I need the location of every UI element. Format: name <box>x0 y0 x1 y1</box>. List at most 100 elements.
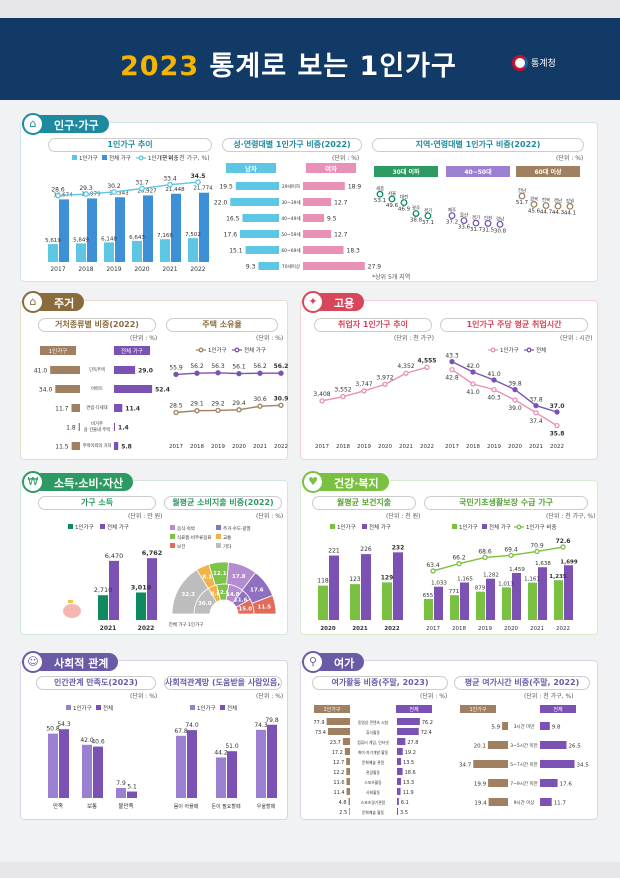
bl-year-0: 2017 <box>426 626 440 632</box>
hh-bar-all-2 <box>115 197 125 262</box>
dwell-cat-3: 비거주 <box>91 420 103 427</box>
inc-bar-all-1 <box>147 558 157 620</box>
own-pt-one-5 <box>278 402 284 408</box>
own-val-all-2: 56.3 <box>211 363 225 370</box>
rel-val-all-2: 5.1 <box>127 784 137 791</box>
age-female-bar-3 <box>303 230 332 238</box>
inc-val-one-1: 3,010 <box>131 583 152 591</box>
empl-pt-2 <box>361 388 367 394</box>
hrs-line-all <box>451 360 558 413</box>
region-name-0-4: 경기 <box>424 207 432 214</box>
hrs-pt-all-1 <box>470 369 476 375</box>
rel-bar-one-2 <box>116 787 126 798</box>
act-bar-all-0 <box>397 718 420 725</box>
age-group-5: 70세이상 <box>282 263 300 270</box>
page-title: 2023 통계로 보는 1인가구 <box>120 44 457 83</box>
hrs-pt-all-5 <box>554 409 560 415</box>
hrs-val-one-0: 42.8 <box>445 375 459 382</box>
time-unit: (단위 : 천 가구, %) <box>524 693 574 700</box>
rel-bar-all-0 <box>59 729 69 798</box>
hh-title: 1인가구 추이 <box>48 138 212 152</box>
med-title: 월평균 보건지출 <box>312 496 416 510</box>
region-group-label-0: 30대 이하 <box>393 168 420 176</box>
dwell-cat-0: 단독주택 <box>89 366 105 373</box>
age-male-bar-3 <box>240 230 279 238</box>
rel-val-one-2: 7.9 <box>116 780 126 787</box>
piggy-bank-icon <box>63 604 81 618</box>
net-val-all-0: 74.0 <box>185 722 199 729</box>
act-val-all-7: 11.9 <box>403 790 414 796</box>
bl-val-one-1: 771 <box>449 589 460 595</box>
age-female-bar-2 <box>303 214 325 222</box>
age-male-pill <box>226 163 276 173</box>
act-val-one-6: 11.6 <box>333 780 344 786</box>
act-val-all-3: 19.2 <box>405 750 416 756</box>
region-dot-0-2 <box>400 199 408 207</box>
region-group-label-1: 40~50대 <box>464 168 492 176</box>
act-bar-all-8 <box>397 798 399 805</box>
cons-legend-label-0: 음식·숙박 <box>177 525 195 532</box>
time-val-one-1: 20.1 <box>474 744 486 750</box>
region-val-0-4: 37.1 <box>422 220 434 226</box>
dwell-cat-4: 주택이외의 거처 <box>82 442 111 449</box>
time-val-all-3: 17.6 <box>560 782 573 788</box>
region-val-2-2: 44.7 <box>540 210 553 216</box>
region-dot-2-0 <box>518 192 526 200</box>
hh-bar-all-4 <box>171 193 181 262</box>
rel-val-all-1: 40.6 <box>91 739 105 746</box>
empl-unit: (단위 : 천 가구) <box>394 335 435 342</box>
empl-year-4: 2021 <box>399 444 413 450</box>
cons-legend-label-3: 교통 <box>223 535 231 541</box>
region-dot-2-4 <box>566 202 574 210</box>
hrs-year-1: 2018 <box>466 444 480 450</box>
act-bar-one-6 <box>346 778 350 785</box>
act-val-all-5: 18.6 <box>405 770 416 776</box>
dwell-all-label: 전체 가구 <box>121 347 143 355</box>
med-bar-all-0 <box>329 555 339 620</box>
bl-legend-swatch-dot-2 <box>516 524 522 530</box>
age-group-3: 50~59세 <box>281 231 300 238</box>
empl-pt-5 <box>424 364 430 370</box>
region-dot-1-2 <box>472 219 480 227</box>
act-bar-one-1 <box>327 728 350 735</box>
age-group-4: 60~69세 <box>281 247 300 254</box>
act-cat-8: 스포츠경기관람 <box>361 800 386 805</box>
med-year-0: 2020 <box>320 626 335 632</box>
age-female-val-1: 12.7 <box>334 200 348 207</box>
hh-unit: (단위 : 천 가구, %) <box>160 155 210 162</box>
act-bar-all-9 <box>397 808 399 815</box>
hh-bar-one-2 <box>104 242 114 262</box>
act-val-one-9: 2.5 <box>339 810 347 816</box>
act-val-all-9: 3.5 <box>400 810 408 816</box>
region-group-pill-2 <box>516 166 580 177</box>
region-dot-2-3 <box>554 202 562 210</box>
empl-year-0: 2017 <box>315 444 329 450</box>
net-legend-label-0: 1인가구 <box>197 704 216 712</box>
cons-title: 월평균 소비지출 비중(2022) <box>164 496 282 510</box>
age-male-bar-4 <box>245 246 279 254</box>
bl-val-all-0: 1,033 <box>431 581 447 587</box>
dwell-one-label: 1인가구 <box>49 347 68 355</box>
dwell-bar-one-2 <box>71 404 80 412</box>
act-all-label: 전체 <box>409 706 419 713</box>
own-pt-one-0 <box>173 409 179 416</box>
section-income: 소득·소비·자산 <box>32 473 134 491</box>
net-bar-all-0 <box>187 730 197 798</box>
hh-year-4: 2021 <box>162 266 177 273</box>
act-cat-6: 스포츠활동 <box>364 780 382 785</box>
statistics-korea-logo <box>512 55 528 71</box>
bl-ratio-val-1: 66.2 <box>452 555 466 562</box>
section-social: 사회적 관계 <box>32 653 119 671</box>
act-val-one-3: 17.2 <box>332 750 343 756</box>
own-year-2: 2019 <box>211 444 225 450</box>
inc-year-0: 2021 <box>100 625 117 632</box>
bl-bar-one-1 <box>450 595 459 620</box>
rel-bar-one-0 <box>48 733 58 798</box>
region-dot-1-4 <box>496 220 504 228</box>
title-text: 통계로 보는 1인가구 <box>199 51 457 82</box>
hrs-val-one-4: 37.4 <box>529 418 543 425</box>
hrs-val-one-1: 41.0 <box>466 389 480 396</box>
act-bar-all-4 <box>397 758 402 765</box>
dwell-val-all-3: 1.4 <box>118 425 129 432</box>
own-year-5: 2022 <box>274 444 288 450</box>
